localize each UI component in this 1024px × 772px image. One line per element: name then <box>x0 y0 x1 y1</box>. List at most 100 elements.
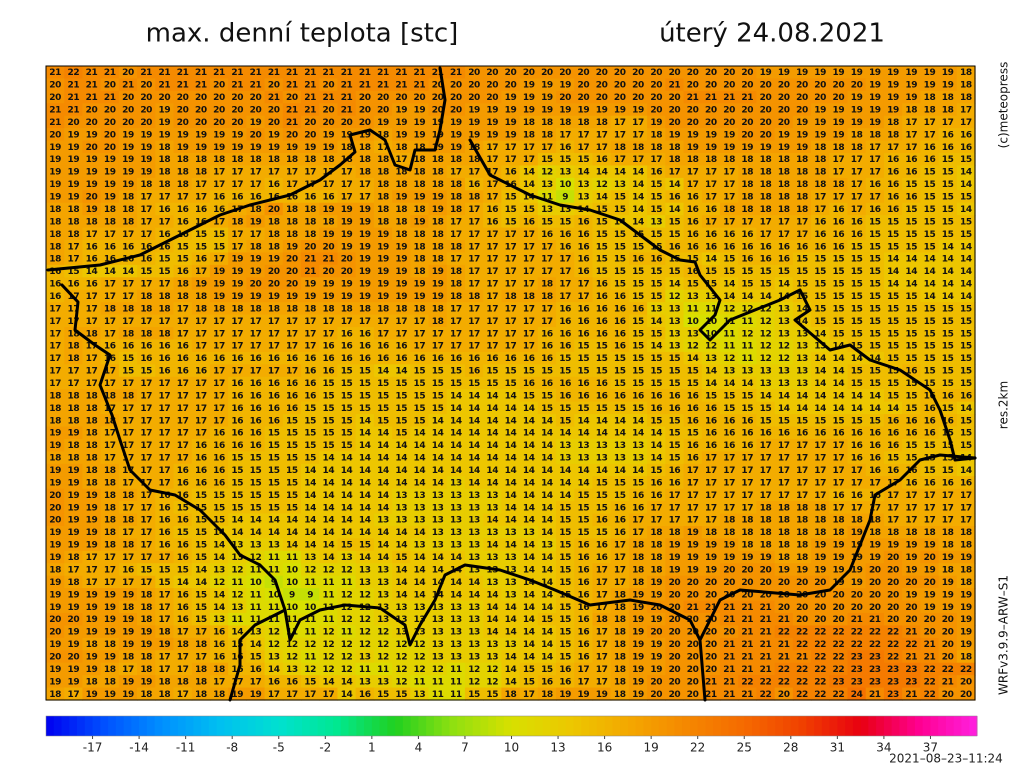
temperature-value: 16 <box>760 242 772 252</box>
temperature-value: 18 <box>450 205 462 215</box>
temperature-value: 20 <box>286 93 298 103</box>
temperature-value: 18 <box>159 329 171 339</box>
temperature-value: 20 <box>322 81 334 91</box>
temperature-value: 14 <box>505 478 517 488</box>
temperature-value: 15 <box>505 367 517 377</box>
temperature-value: 20 <box>468 68 480 78</box>
temperature-value: 15 <box>924 441 936 451</box>
temperature-value: 20 <box>833 603 845 613</box>
temperature-cell <box>683 78 703 92</box>
temperature-value: 17 <box>250 168 262 178</box>
temperature-value: 13 <box>250 541 262 551</box>
temperature-value: 17 <box>723 217 735 227</box>
temperature-value: 16 <box>268 379 280 389</box>
temperature-value: 20 <box>177 106 189 116</box>
temperature-value: 18 <box>432 168 444 178</box>
temperature-value: 17 <box>286 317 298 327</box>
temperature-value: 18 <box>268 155 280 165</box>
temperature-value: 20 <box>559 93 571 103</box>
temperature-value: 19 <box>377 280 389 290</box>
temperature-value: 15 <box>632 404 644 414</box>
temperature-value: 17 <box>67 565 79 575</box>
temperature-value: 15 <box>960 367 972 377</box>
temperature-cell <box>938 90 958 104</box>
temperature-value: 18 <box>377 168 389 178</box>
temperature-value: 14 <box>833 354 845 364</box>
temperature-value: 16 <box>851 454 863 464</box>
temperature-value: 20 <box>322 242 334 252</box>
temperature-value: 19 <box>322 280 334 290</box>
temperature-value: 19 <box>833 565 845 575</box>
temperature-value: 17 <box>523 280 535 290</box>
temperature-value: 16 <box>195 205 207 215</box>
temperature-value: 13 <box>432 491 444 501</box>
temperature-value: 15 <box>359 391 371 401</box>
temperature-value: 14 <box>432 478 444 488</box>
temperature-value: 19 <box>942 590 954 600</box>
temperature-value: 19 <box>869 93 881 103</box>
temperature-value: 19 <box>650 615 662 625</box>
temperature-value: 17 <box>122 404 134 414</box>
temperature-value: 20 <box>650 628 662 638</box>
temperature-value: 14 <box>359 416 371 426</box>
temperature-value: 17 <box>122 429 134 439</box>
temperature-value: 15 <box>960 317 972 327</box>
temperature-value: 19 <box>86 168 98 178</box>
temperature-value: 20 <box>741 81 753 91</box>
temperature-value: 19 <box>414 118 426 128</box>
temperature-value: 20 <box>814 603 826 613</box>
temperature-value: 19 <box>723 553 735 563</box>
temperature-value: 11 <box>250 590 262 600</box>
temperature-value: 19 <box>359 255 371 265</box>
temperature-value: 20 <box>905 578 917 588</box>
temperature-value: 14 <box>924 255 936 265</box>
temperature-value: 17 <box>486 342 498 352</box>
temperature-value: 20 <box>905 615 917 625</box>
temperature-value: 16 <box>596 379 608 389</box>
temperature-value: 20 <box>177 118 189 128</box>
temperature-value: 16 <box>705 416 717 426</box>
temperature-value: 19 <box>541 106 553 116</box>
temperature-value: 16 <box>341 342 353 352</box>
temperature-value: 18 <box>432 217 444 227</box>
temperature-value: 15 <box>195 615 207 625</box>
temperature-value: 18 <box>104 205 116 215</box>
temperature-value: 20 <box>778 81 790 91</box>
temperature-value: 19 <box>796 565 808 575</box>
temperature-value: 17 <box>159 553 171 563</box>
temperature-value: 15 <box>122 354 134 364</box>
temperature-value: 12 <box>359 628 371 638</box>
temperature-value: 13 <box>577 193 589 203</box>
temperature-value: 16 <box>851 230 863 240</box>
temperature-value: 15 <box>541 155 553 165</box>
temperature-value: 19 <box>49 180 61 190</box>
temperature-value: 19 <box>122 640 134 650</box>
temperature-value: 11 <box>322 615 334 625</box>
temperature-value: 17 <box>523 230 535 240</box>
temperature-cell <box>683 66 703 80</box>
temperature-value: 18 <box>104 478 116 488</box>
temperature-cell <box>464 103 484 117</box>
temperature-value: 17 <box>596 143 608 153</box>
temperature-value: 14 <box>505 466 517 476</box>
temperature-value: 14 <box>505 441 517 451</box>
temperature-cell <box>46 103 65 117</box>
temperature-value: 11 <box>741 354 753 364</box>
temperature-value: 16 <box>541 379 553 389</box>
temperature-value: 15 <box>814 416 826 426</box>
temperature-value: 16 <box>577 628 589 638</box>
temperature-value: 15 <box>942 155 954 165</box>
temperature-value: 17 <box>213 342 225 352</box>
temperature-value: 19 <box>395 118 407 128</box>
temperature-value: 17 <box>596 640 608 650</box>
temperature-value: 17 <box>541 242 553 252</box>
temperature-value: 19 <box>359 230 371 240</box>
temperature-value: 16 <box>468 354 480 364</box>
temperature-value: 14 <box>505 615 517 625</box>
temperature-value: 18 <box>414 230 426 240</box>
temperature-value: 15 <box>322 429 334 439</box>
temperature-value: 16 <box>377 354 389 364</box>
temperature-value: 14 <box>541 516 553 526</box>
temperature-cell <box>301 78 320 92</box>
temperature-value: 17 <box>760 217 772 227</box>
